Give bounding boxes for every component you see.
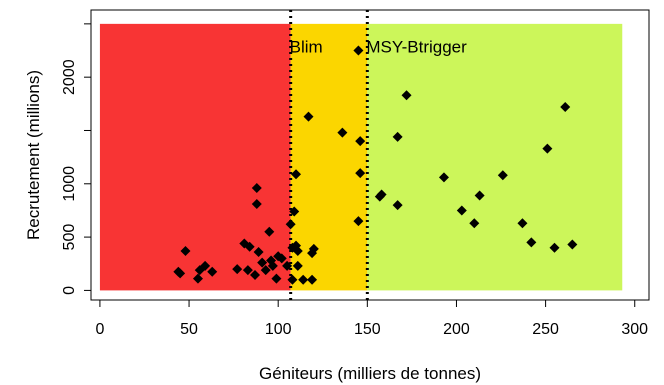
x-tick-label: 250 [532, 321, 559, 338]
y-axis: 0 500 1000 2000 [61, 23, 92, 295]
data-point [560, 102, 571, 113]
data-point [260, 265, 271, 276]
data-point [469, 218, 480, 229]
data-point [253, 247, 264, 258]
data-point [180, 245, 191, 256]
y-axis-title: Recrutement (millions) [24, 70, 43, 240]
data-point [438, 172, 449, 183]
x-tick-label: 0 [95, 321, 104, 338]
reference-lines: Blim MSY-Btrigger [289, 10, 467, 300]
data-point [353, 45, 364, 56]
data-point [244, 241, 255, 252]
data-point [264, 226, 275, 237]
data-point [497, 170, 508, 181]
y-tick-label: 0 [61, 286, 78, 295]
data-point [456, 205, 467, 216]
y-tick-label: 2000 [61, 59, 78, 95]
data-point [251, 183, 262, 194]
data-point [175, 268, 186, 279]
reference-label-0: Blim [290, 38, 323, 57]
data-point [376, 189, 387, 200]
x-tick-label: 150 [354, 321, 381, 338]
y-tick-label: 1000 [61, 166, 78, 202]
data-point [308, 243, 319, 254]
data-points [173, 45, 578, 285]
data-point [200, 260, 211, 271]
data-point [287, 274, 298, 285]
data-point [207, 266, 218, 277]
data-point [567, 239, 578, 250]
data-point [303, 111, 314, 122]
data-point [242, 265, 253, 276]
data-point [401, 90, 412, 101]
zone-1 [290, 23, 368, 291]
data-point [549, 242, 560, 253]
x-axis: 0 50 100 150 200 250 300 [95, 299, 648, 338]
data-point [392, 200, 403, 211]
data-point [392, 131, 403, 142]
data-point [276, 253, 287, 264]
x-tick-label: 200 [443, 321, 470, 338]
data-point [292, 245, 303, 256]
data-point [251, 199, 262, 210]
data-point [353, 216, 364, 227]
data-point [355, 168, 366, 179]
data-point [517, 218, 528, 229]
zone-2 [367, 23, 623, 291]
data-point [542, 143, 553, 154]
data-point [526, 237, 537, 248]
data-point [257, 257, 268, 268]
zone-0 [99, 23, 291, 291]
data-point [355, 136, 366, 147]
data-point [232, 264, 243, 275]
data-point [250, 269, 261, 280]
data-point [192, 273, 203, 284]
y-tick-label: 500 [61, 224, 78, 251]
x-axis-title: Géniteurs (milliers de tonnes) [259, 364, 481, 383]
reference-label-1: MSY-Btrigger [366, 38, 467, 57]
x-tick-label: 50 [180, 321, 198, 338]
data-point [291, 169, 302, 180]
x-tick-label: 100 [265, 321, 292, 338]
data-point [285, 219, 296, 230]
data-point [271, 273, 282, 284]
data-point [267, 260, 278, 271]
data-point [292, 260, 303, 271]
data-point [337, 127, 348, 138]
data-point [307, 274, 318, 285]
data-point [298, 274, 309, 285]
reference-zones [99, 23, 623, 291]
data-point [474, 190, 485, 201]
x-tick-label: 300 [621, 321, 648, 338]
